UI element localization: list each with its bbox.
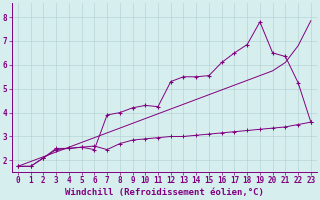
X-axis label: Windchill (Refroidissement éolien,°C): Windchill (Refroidissement éolien,°C)	[65, 188, 264, 197]
